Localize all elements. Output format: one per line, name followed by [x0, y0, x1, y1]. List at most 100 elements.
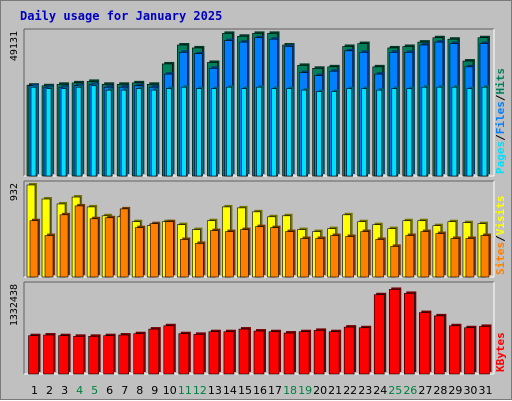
kbytes-bar: [404, 293, 415, 375]
sites-bar: [59, 214, 69, 278]
x-tick-label: 21: [328, 384, 342, 397]
kbytes-bar: [253, 330, 265, 375]
kbytes-bar: [28, 335, 39, 375]
sites-bar: [210, 230, 219, 278]
pages-bar: [90, 85, 97, 177]
kbytes-bar: [88, 336, 99, 375]
sites-bar: [450, 238, 460, 278]
kbytes-ymax-label: 1332438: [9, 284, 20, 326]
x-tick-label: 22: [343, 384, 357, 397]
pages-bar: [135, 88, 142, 177]
x-tick-label: 4: [76, 384, 83, 397]
pages-bar: [241, 88, 247, 177]
kbytes-bar: [328, 331, 340, 375]
kbytes-bar: [434, 315, 445, 375]
kbytes-bar: [419, 312, 430, 375]
sites-bar: [330, 235, 339, 278]
pages-bar: [105, 89, 112, 177]
hits-legend-part-2: Files: [494, 101, 507, 134]
chart-panels: 49131Pages/Files/Hits932Sites/Visits1332…: [9, 28, 507, 375]
pages-bar: [181, 86, 187, 177]
pages-bar: [421, 86, 428, 177]
x-tick-label: 23: [358, 384, 372, 397]
hits-ymax-label: 49131: [9, 31, 20, 61]
kbytes-bar: [208, 331, 220, 375]
kbytes-bar: [238, 328, 250, 375]
visits-legend-part-2: Visits: [494, 196, 507, 236]
visits-legend-part-0: Sites: [494, 242, 507, 275]
sites-bar: [119, 208, 129, 278]
hits-legend-part-4: Hits: [494, 68, 507, 95]
kbytes-bar: [479, 326, 490, 375]
pages-bar: [481, 86, 488, 177]
x-tick-label: 6: [106, 384, 113, 397]
pages-bar: [391, 88, 398, 177]
chart-title: Daily usage for January 2025: [20, 9, 222, 23]
pages-bar: [286, 88, 292, 177]
x-tick-label: 7: [121, 384, 128, 397]
pages-bar: [271, 88, 277, 177]
visits-legend-part-1: /: [494, 235, 507, 242]
x-axis-day-labels: 1 2 3 4 5 6 7 8 9 10 11 12 13 14 15 16 17 18 19 20 21 22 23 24 2…: [31, 384, 492, 397]
kbytes-legend-part-0: KBytes: [494, 332, 507, 372]
x-tick-label: 3: [61, 384, 68, 397]
kbytes-bar: [388, 289, 400, 375]
visits-legend: Sites/Visits: [494, 196, 507, 276]
sites-bar: [164, 221, 174, 278]
kbytes-bar: [283, 332, 295, 375]
x-tick-label: 30: [463, 384, 477, 397]
kbytes-bar: [103, 335, 114, 375]
sites-bar: [360, 231, 370, 278]
x-tick-label: 24: [373, 384, 387, 397]
pages-bar: [361, 88, 368, 177]
sites-bar: [29, 220, 39, 278]
pages-bar: [301, 89, 307, 177]
kbytes-bar: [449, 325, 460, 375]
hits-legend-part-0: Pages: [494, 141, 507, 174]
kbytes-bar: [373, 294, 385, 375]
pages-bar: [406, 88, 413, 177]
sites-bar: [255, 226, 264, 278]
x-tick-label: 11: [178, 384, 192, 397]
x-tick-label: 26: [403, 384, 417, 397]
kbytes-bar: [163, 325, 175, 375]
sites-bar: [285, 231, 294, 278]
x-tick-label: 28: [433, 384, 447, 397]
pages-bar: [376, 89, 383, 177]
kbytes-bar: [73, 336, 84, 375]
pages-bar: [211, 88, 217, 177]
kbytes-bar: [298, 331, 310, 375]
x-tick-label: 1: [31, 384, 38, 397]
sites-bar: [345, 236, 354, 278]
pages-bar: [60, 88, 67, 177]
kbytes-bar: [343, 326, 355, 375]
sites-bar: [390, 246, 400, 278]
sites-bar: [180, 239, 189, 278]
pages-bar: [466, 88, 473, 177]
x-tick-label: 10: [163, 384, 177, 397]
x-tick-label: 29: [448, 384, 462, 397]
kbytes-bar: [223, 331, 235, 375]
pages-bar: [346, 88, 352, 177]
sites-bar: [405, 235, 415, 278]
kbytes-bar: [313, 330, 325, 375]
kbytes-legend: KBytes: [494, 332, 507, 372]
sites-bar: [375, 239, 385, 278]
pages-bar: [120, 89, 127, 177]
sites-bar: [104, 217, 114, 278]
pages-bar: [75, 86, 82, 177]
x-tick-label: 2: [46, 384, 53, 397]
hits-legend: Pages/Files/Hits: [494, 68, 507, 174]
x-tick-label: 27: [418, 384, 432, 397]
pages-bar: [30, 86, 37, 177]
kbytes-bar: [193, 334, 205, 375]
x-tick-label: 16: [253, 384, 267, 397]
hits-legend-part-3: /: [494, 94, 507, 101]
x-tick-label: 31: [478, 384, 492, 397]
sites-bar: [44, 235, 54, 278]
x-tick-label: 19: [298, 384, 312, 397]
kbytes-bar: [358, 327, 370, 375]
hits-legend-text: Pages/Files/Hits: [494, 68, 507, 174]
